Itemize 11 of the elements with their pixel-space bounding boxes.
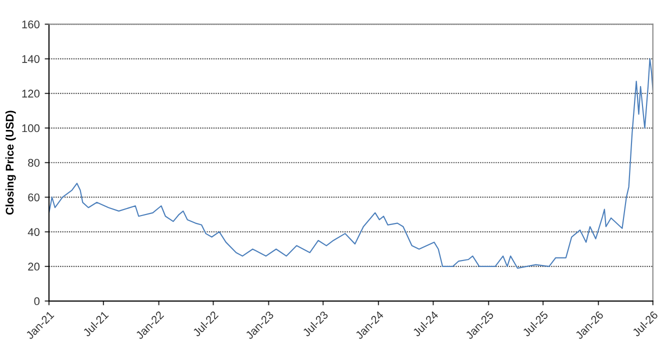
line-series [48, 58, 653, 269]
y-tick-label: 160 [22, 20, 40, 28]
y-tick-label: 140 [22, 55, 40, 63]
y-tick-label: 20 [28, 262, 40, 271]
y-tick-label: 120 [22, 90, 40, 98]
y-tick-label: 40 [28, 228, 40, 236]
y-tick-label: 80 [28, 158, 40, 167]
y-axis-title: Closing Price (USD) [5, 110, 16, 215]
y-tick-label: 0 [34, 297, 40, 306]
y-tick-label: 100 [22, 124, 40, 132]
y-tick-label: 60 [28, 193, 40, 202]
